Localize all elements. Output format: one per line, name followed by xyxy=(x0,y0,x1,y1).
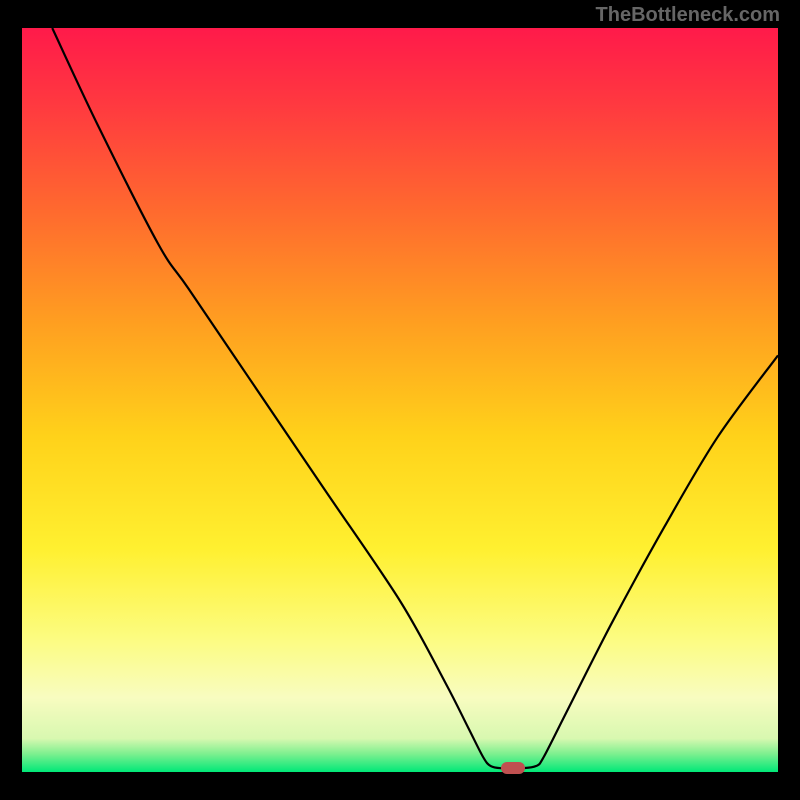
plot-area xyxy=(22,28,778,772)
gradient-bg xyxy=(22,28,778,772)
minimum-marker xyxy=(501,762,525,774)
watermark-text: TheBottleneck.com xyxy=(596,4,780,27)
chart-svg xyxy=(22,28,778,772)
